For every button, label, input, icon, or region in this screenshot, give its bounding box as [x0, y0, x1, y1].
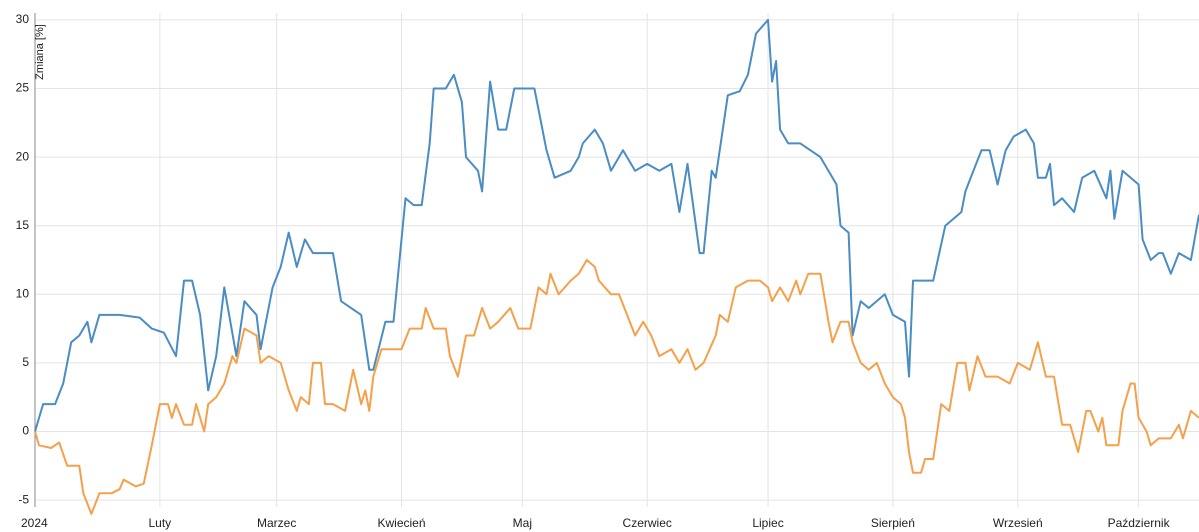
- y-tick-label: -5: [18, 492, 29, 506]
- x-tick-label: Lipiec: [752, 516, 783, 530]
- x-tick-label: Luty: [149, 516, 172, 530]
- y-tick-label: 20: [16, 149, 30, 163]
- x-tick-label: Kwiecień: [378, 516, 426, 530]
- series-line: [34, 259, 1199, 515]
- x-tick-label: Wrzesień: [993, 516, 1043, 530]
- x-tick-label: Czerwiec: [623, 516, 672, 530]
- y-axis-label: Zmiana [%]: [34, 24, 46, 80]
- x-tick-label: Październik: [1108, 516, 1171, 530]
- y-tick-label: 25: [16, 81, 30, 95]
- x-tick-label: Marzec: [257, 516, 296, 530]
- x-tick-label: Sierpień: [871, 516, 915, 530]
- plot: -5 0 5 10 15 20 25 30 2024 Luty Marzec Kwiecień Maj C…: [16, 12, 1199, 530]
- y-tick-label: 10: [16, 286, 30, 300]
- x-tick-label: Maj: [513, 516, 532, 530]
- y-tick-label: 30: [16, 12, 30, 26]
- y-tick-label: 15: [16, 218, 30, 232]
- y-tick-label: 0: [22, 424, 29, 438]
- x-tick-label: 2024: [21, 516, 48, 530]
- series-line: [34, 18, 1199, 432]
- y-tick-label: 5: [22, 355, 29, 369]
